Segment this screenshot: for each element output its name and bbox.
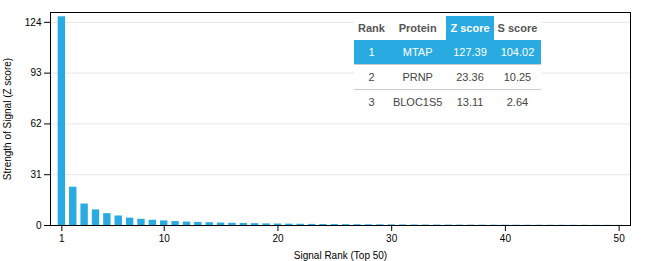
html-text:Protein: Protein xyxy=(398,22,437,34)
svg-text:Signal Rank (Top 50): Signal Rank (Top 50) xyxy=(294,250,387,261)
html-text:S score: S score xyxy=(497,22,538,34)
html-text:104.02: 104.02 xyxy=(500,46,535,58)
html-text:Rank: Rank xyxy=(358,22,385,34)
svg-text:1: 1 xyxy=(59,233,65,244)
html-text:3: 3 xyxy=(368,96,375,108)
svg-text:10: 10 xyxy=(159,233,171,244)
html-text:MTAP: MTAP xyxy=(402,46,433,58)
svg-text:93: 93 xyxy=(30,67,42,78)
html-text:23.36: 23.36 xyxy=(456,71,484,83)
svg-text:62: 62 xyxy=(30,118,42,129)
svg-text:40: 40 xyxy=(500,233,512,244)
svg-text:20: 20 xyxy=(272,233,284,244)
svg-text:50: 50 xyxy=(614,233,626,244)
html-text:2: 2 xyxy=(368,71,375,83)
html-text:2.64: 2.64 xyxy=(506,96,529,108)
html-text:Z score: Z score xyxy=(450,22,490,34)
html-text:PRNP: PRNP xyxy=(402,71,433,83)
svg-text:30: 30 xyxy=(386,233,398,244)
svg-text:31: 31 xyxy=(30,169,42,180)
html-text:10.25: 10.25 xyxy=(503,71,532,83)
html-text:BLOC1S5: BLOC1S5 xyxy=(392,96,443,108)
html-text:1: 1 xyxy=(368,46,375,58)
svg-text:0: 0 xyxy=(36,220,42,231)
html-text:127.39: 127.39 xyxy=(453,46,487,58)
svg-text:124: 124 xyxy=(25,17,42,28)
html-text:13.11: 13.11 xyxy=(456,96,484,108)
svg-text:Strength of Signal (Z score): Strength of Signal (Z score) xyxy=(2,58,13,180)
